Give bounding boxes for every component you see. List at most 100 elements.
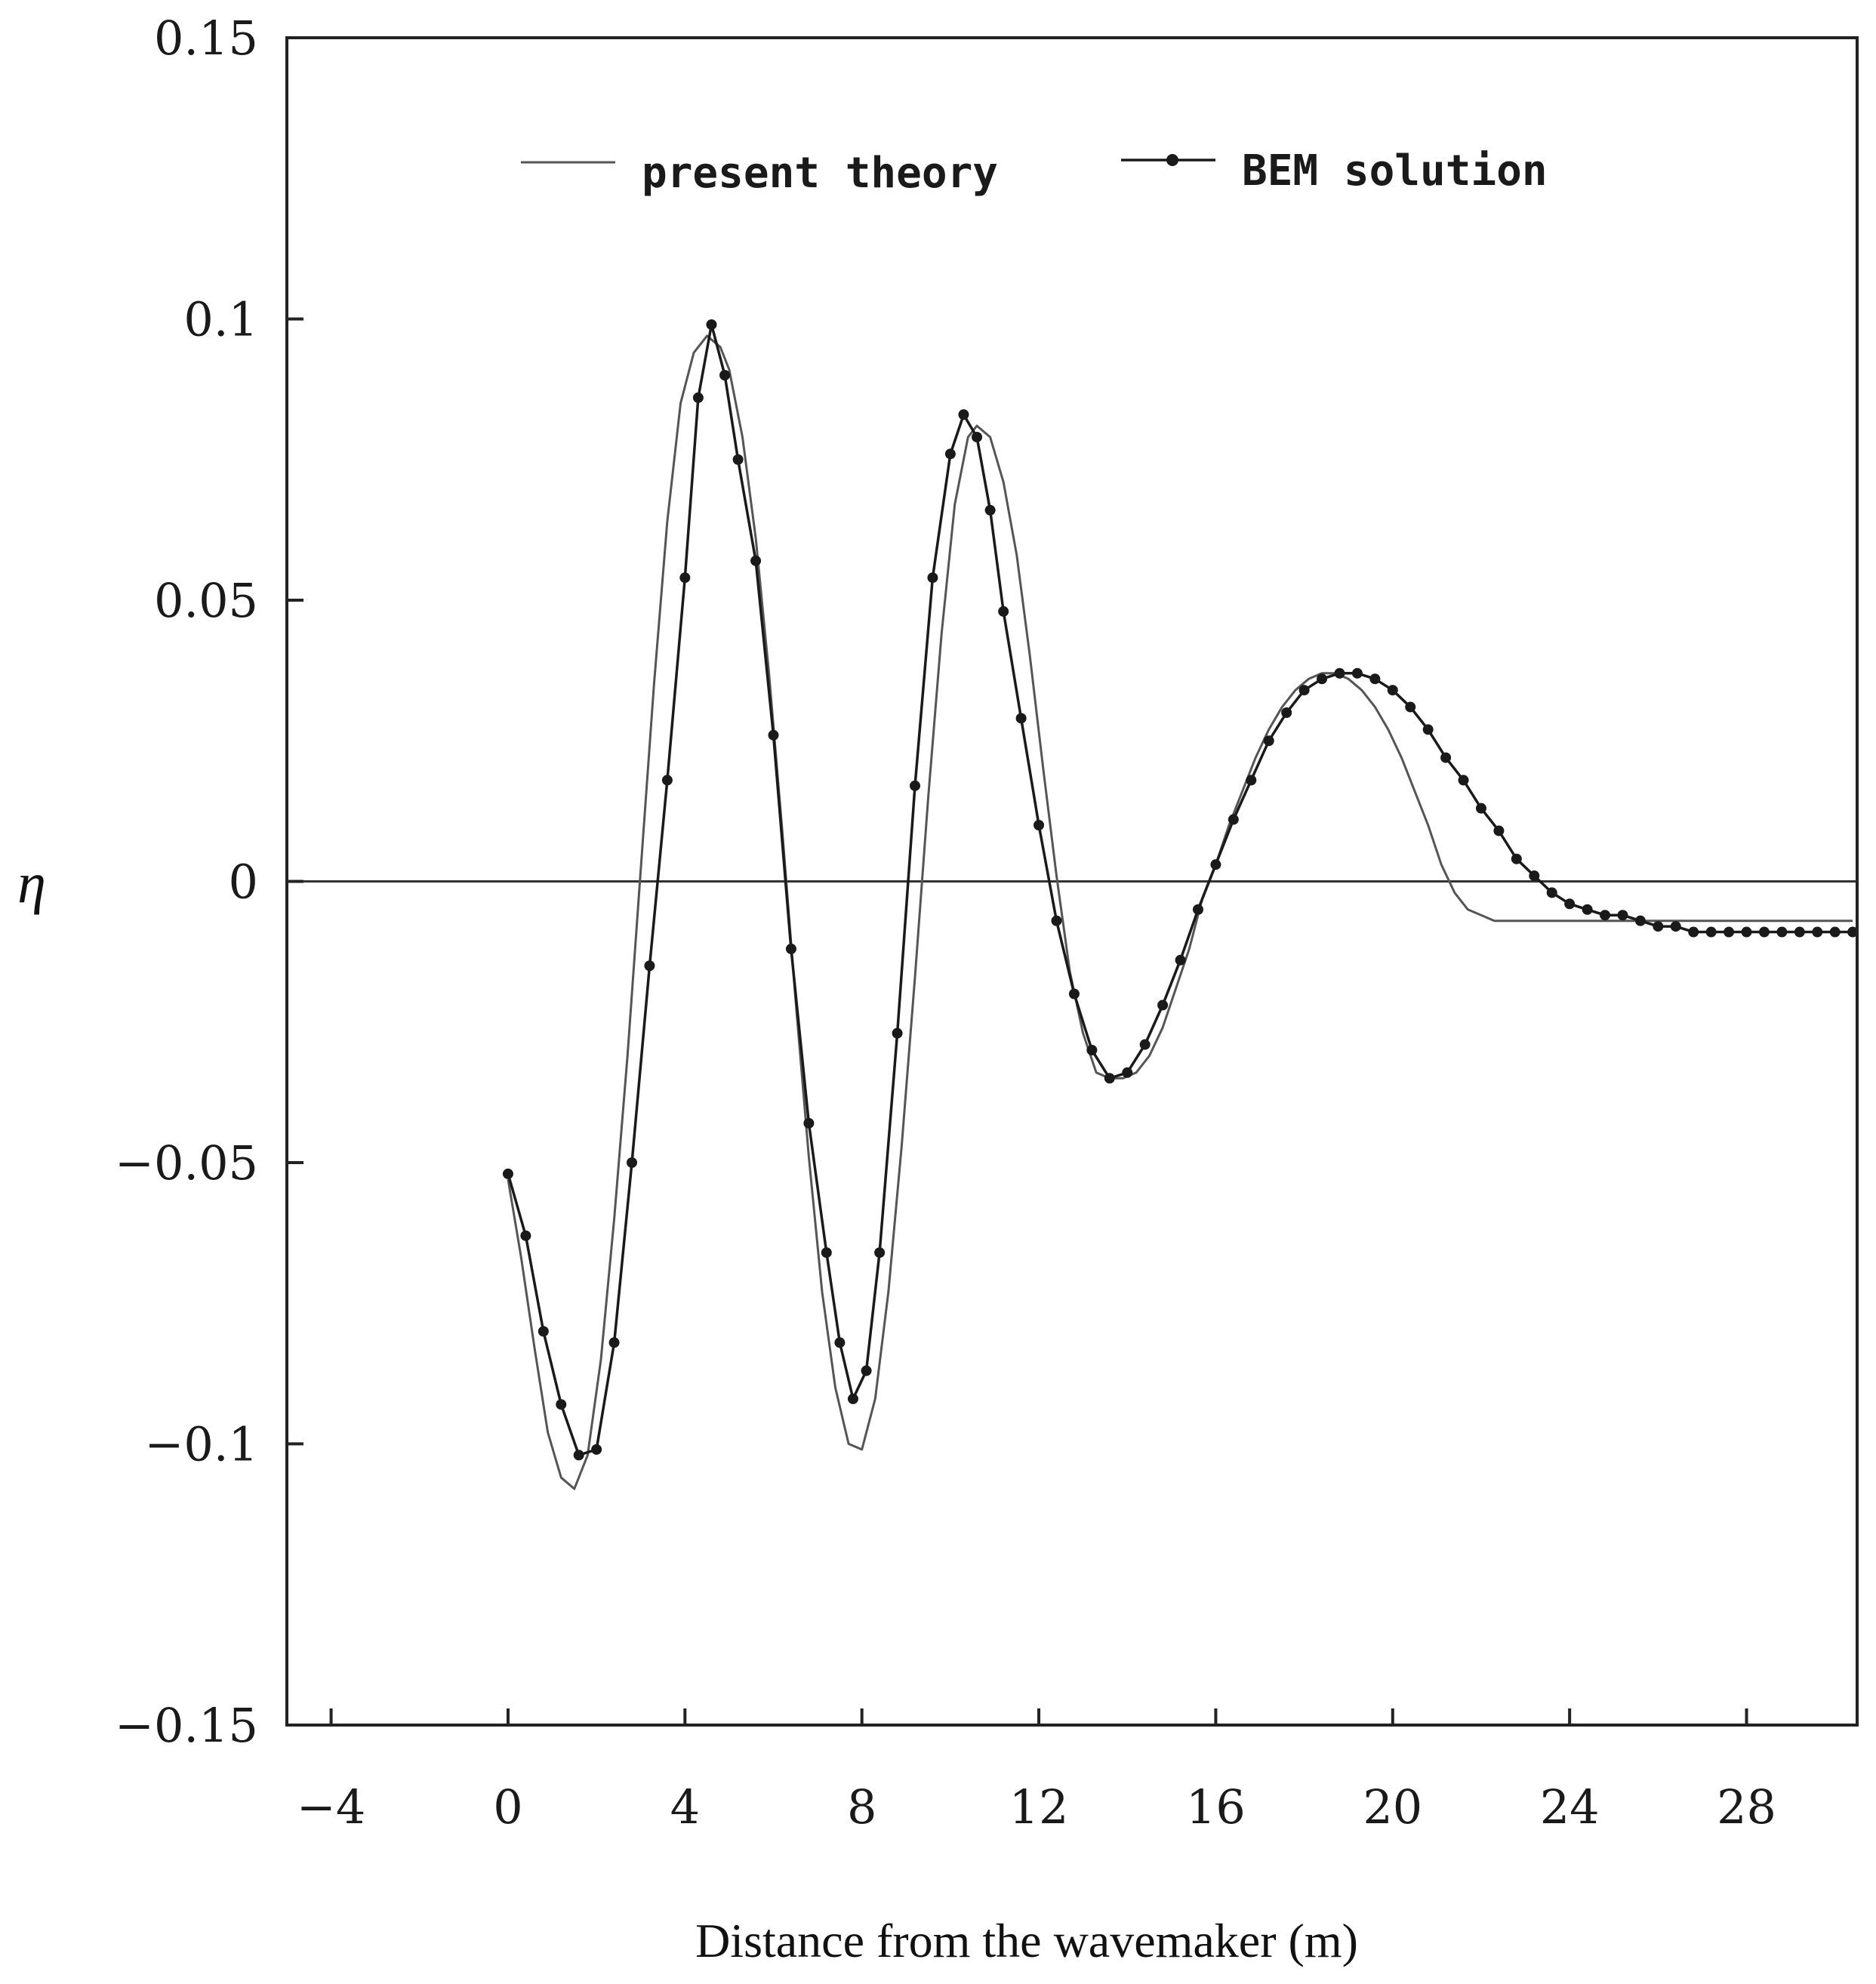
data-point-bem-solution — [892, 1027, 903, 1039]
data-point-bem-solution — [1829, 926, 1841, 938]
data-point-bem-solution — [1582, 904, 1593, 915]
data-point-bem-solution — [1263, 735, 1274, 747]
data-point-bem-solution — [874, 1247, 886, 1258]
data-point-bem-solution — [1776, 926, 1788, 938]
x-axis-title: Distance from the wavemaker (m) — [695, 1914, 1358, 1967]
data-point-bem-solution — [834, 1337, 846, 1348]
data-point-bem-solution — [1458, 775, 1469, 786]
data-point-bem-solution — [750, 555, 762, 566]
data-point-bem-solution — [972, 431, 983, 442]
data-point-bem-solution — [732, 454, 744, 465]
data-point-bem-solution — [661, 775, 673, 786]
data-point-bem-solution — [1351, 667, 1363, 679]
data-point-bem-solution — [1281, 707, 1292, 718]
x-tick-label: 12 — [1009, 1779, 1069, 1835]
y-tick-label: −0.05 — [115, 1135, 258, 1191]
x-tick-label: 4 — [670, 1779, 700, 1835]
data-point-bem-solution — [984, 504, 996, 516]
data-point-bem-solution — [1317, 673, 1328, 685]
data-point-bem-solution — [692, 392, 704, 403]
data-point-bem-solution — [803, 1117, 815, 1129]
x-ticks-group: −4 0 4 8 12 16 20 24 28 — [297, 1708, 1776, 1835]
data-point-bem-solution — [1015, 713, 1027, 724]
data-point-bem-solution — [1387, 685, 1398, 696]
data-point-bem-solution — [1033, 820, 1045, 830]
data-point-bem-solution — [1068, 988, 1080, 1000]
y-tick-label: −0.15 — [115, 1698, 258, 1753]
data-point-bem-solution — [1688, 926, 1699, 938]
series-group — [502, 319, 1859, 1490]
data-point-bem-solution — [1405, 701, 1416, 713]
data-point-bem-solution — [1104, 1073, 1115, 1084]
data-point-bem-solution — [706, 319, 717, 330]
y-tick-label: 0 — [229, 855, 258, 910]
x-tick-label: −4 — [297, 1779, 365, 1835]
y-ticks-group: 0.15 0.1 0.05 0 −0.05 −0.1 −0.15 — [115, 11, 303, 1753]
data-point-bem-solution — [644, 960, 655, 972]
data-point-bem-solution — [821, 1247, 832, 1258]
x-tick-label: 8 — [847, 1779, 876, 1835]
data-point-bem-solution — [573, 1449, 584, 1461]
data-point-bem-solution — [608, 1337, 620, 1348]
series-line-present-theory — [507, 334, 1853, 1490]
data-point-bem-solution — [591, 1443, 602, 1455]
data-point-bem-solution — [1334, 667, 1345, 679]
data-point-bem-solution — [1847, 926, 1859, 938]
data-point-bem-solution — [1564, 898, 1576, 910]
data-point-bem-solution — [1157, 1000, 1169, 1011]
y-tick-label: 0.15 — [154, 11, 258, 66]
data-point-bem-solution — [1493, 825, 1505, 836]
data-point-bem-solution — [556, 1399, 567, 1410]
y-axis-title: η — [17, 852, 46, 915]
data-point-bem-solution — [1634, 915, 1646, 926]
data-point-bem-solution — [1546, 887, 1557, 898]
data-point-bem-solution — [1794, 926, 1805, 938]
legend-label-present-theory: present theory — [642, 149, 998, 198]
legend-label-bem-solution: BEM solution — [1242, 146, 1548, 196]
data-point-bem-solution — [1475, 803, 1486, 814]
data-point-bem-solution — [520, 1230, 531, 1241]
data-point-bem-solution — [719, 370, 731, 380]
data-point-bem-solution — [1600, 910, 1611, 921]
legend-marker-bem-solution — [1166, 154, 1178, 166]
data-point-bem-solution — [1724, 926, 1735, 938]
data-point-bem-solution — [1228, 814, 1239, 825]
data-point-bem-solution — [1511, 853, 1522, 864]
data-point-bem-solution — [1246, 775, 1257, 786]
data-point-bem-solution — [1422, 724, 1434, 735]
data-point-bem-solution — [502, 1168, 513, 1179]
data-point-bem-solution — [861, 1365, 872, 1376]
data-point-bem-solution — [1175, 954, 1186, 966]
y-tick-label: 0.05 — [154, 573, 258, 628]
data-point-bem-solution — [998, 605, 1009, 617]
data-point-bem-solution — [1529, 870, 1540, 882]
data-point-bem-solution — [1758, 926, 1770, 938]
data-point-bem-solution — [1670, 921, 1681, 932]
data-point-bem-solution — [679, 572, 691, 584]
data-point-bem-solution — [1741, 926, 1752, 938]
y-tick-label: −0.1 — [144, 1417, 258, 1472]
x-tick-label: 24 — [1540, 1779, 1600, 1835]
data-point-bem-solution — [1812, 926, 1823, 938]
x-tick-label: 16 — [1186, 1779, 1246, 1835]
x-tick-label: 28 — [1717, 1779, 1776, 1835]
data-point-bem-solution — [768, 729, 779, 741]
x-tick-label: 20 — [1363, 1779, 1422, 1835]
data-point-bem-solution — [785, 943, 796, 954]
data-point-bem-solution — [1210, 859, 1221, 870]
legend: present theory BEM solution — [521, 146, 1548, 198]
data-point-bem-solution — [1369, 673, 1381, 685]
data-point-bem-solution — [1440, 752, 1452, 763]
data-point-bem-solution — [1617, 910, 1628, 921]
data-point-bem-solution — [958, 409, 969, 421]
x-tick-label: 0 — [493, 1779, 522, 1835]
data-point-bem-solution — [627, 1157, 638, 1168]
data-point-bem-solution — [910, 780, 920, 791]
data-point-bem-solution — [944, 448, 956, 460]
data-point-bem-solution — [1298, 685, 1310, 696]
data-point-bem-solution — [1192, 904, 1203, 915]
y-tick-label: 0.1 — [183, 292, 258, 347]
